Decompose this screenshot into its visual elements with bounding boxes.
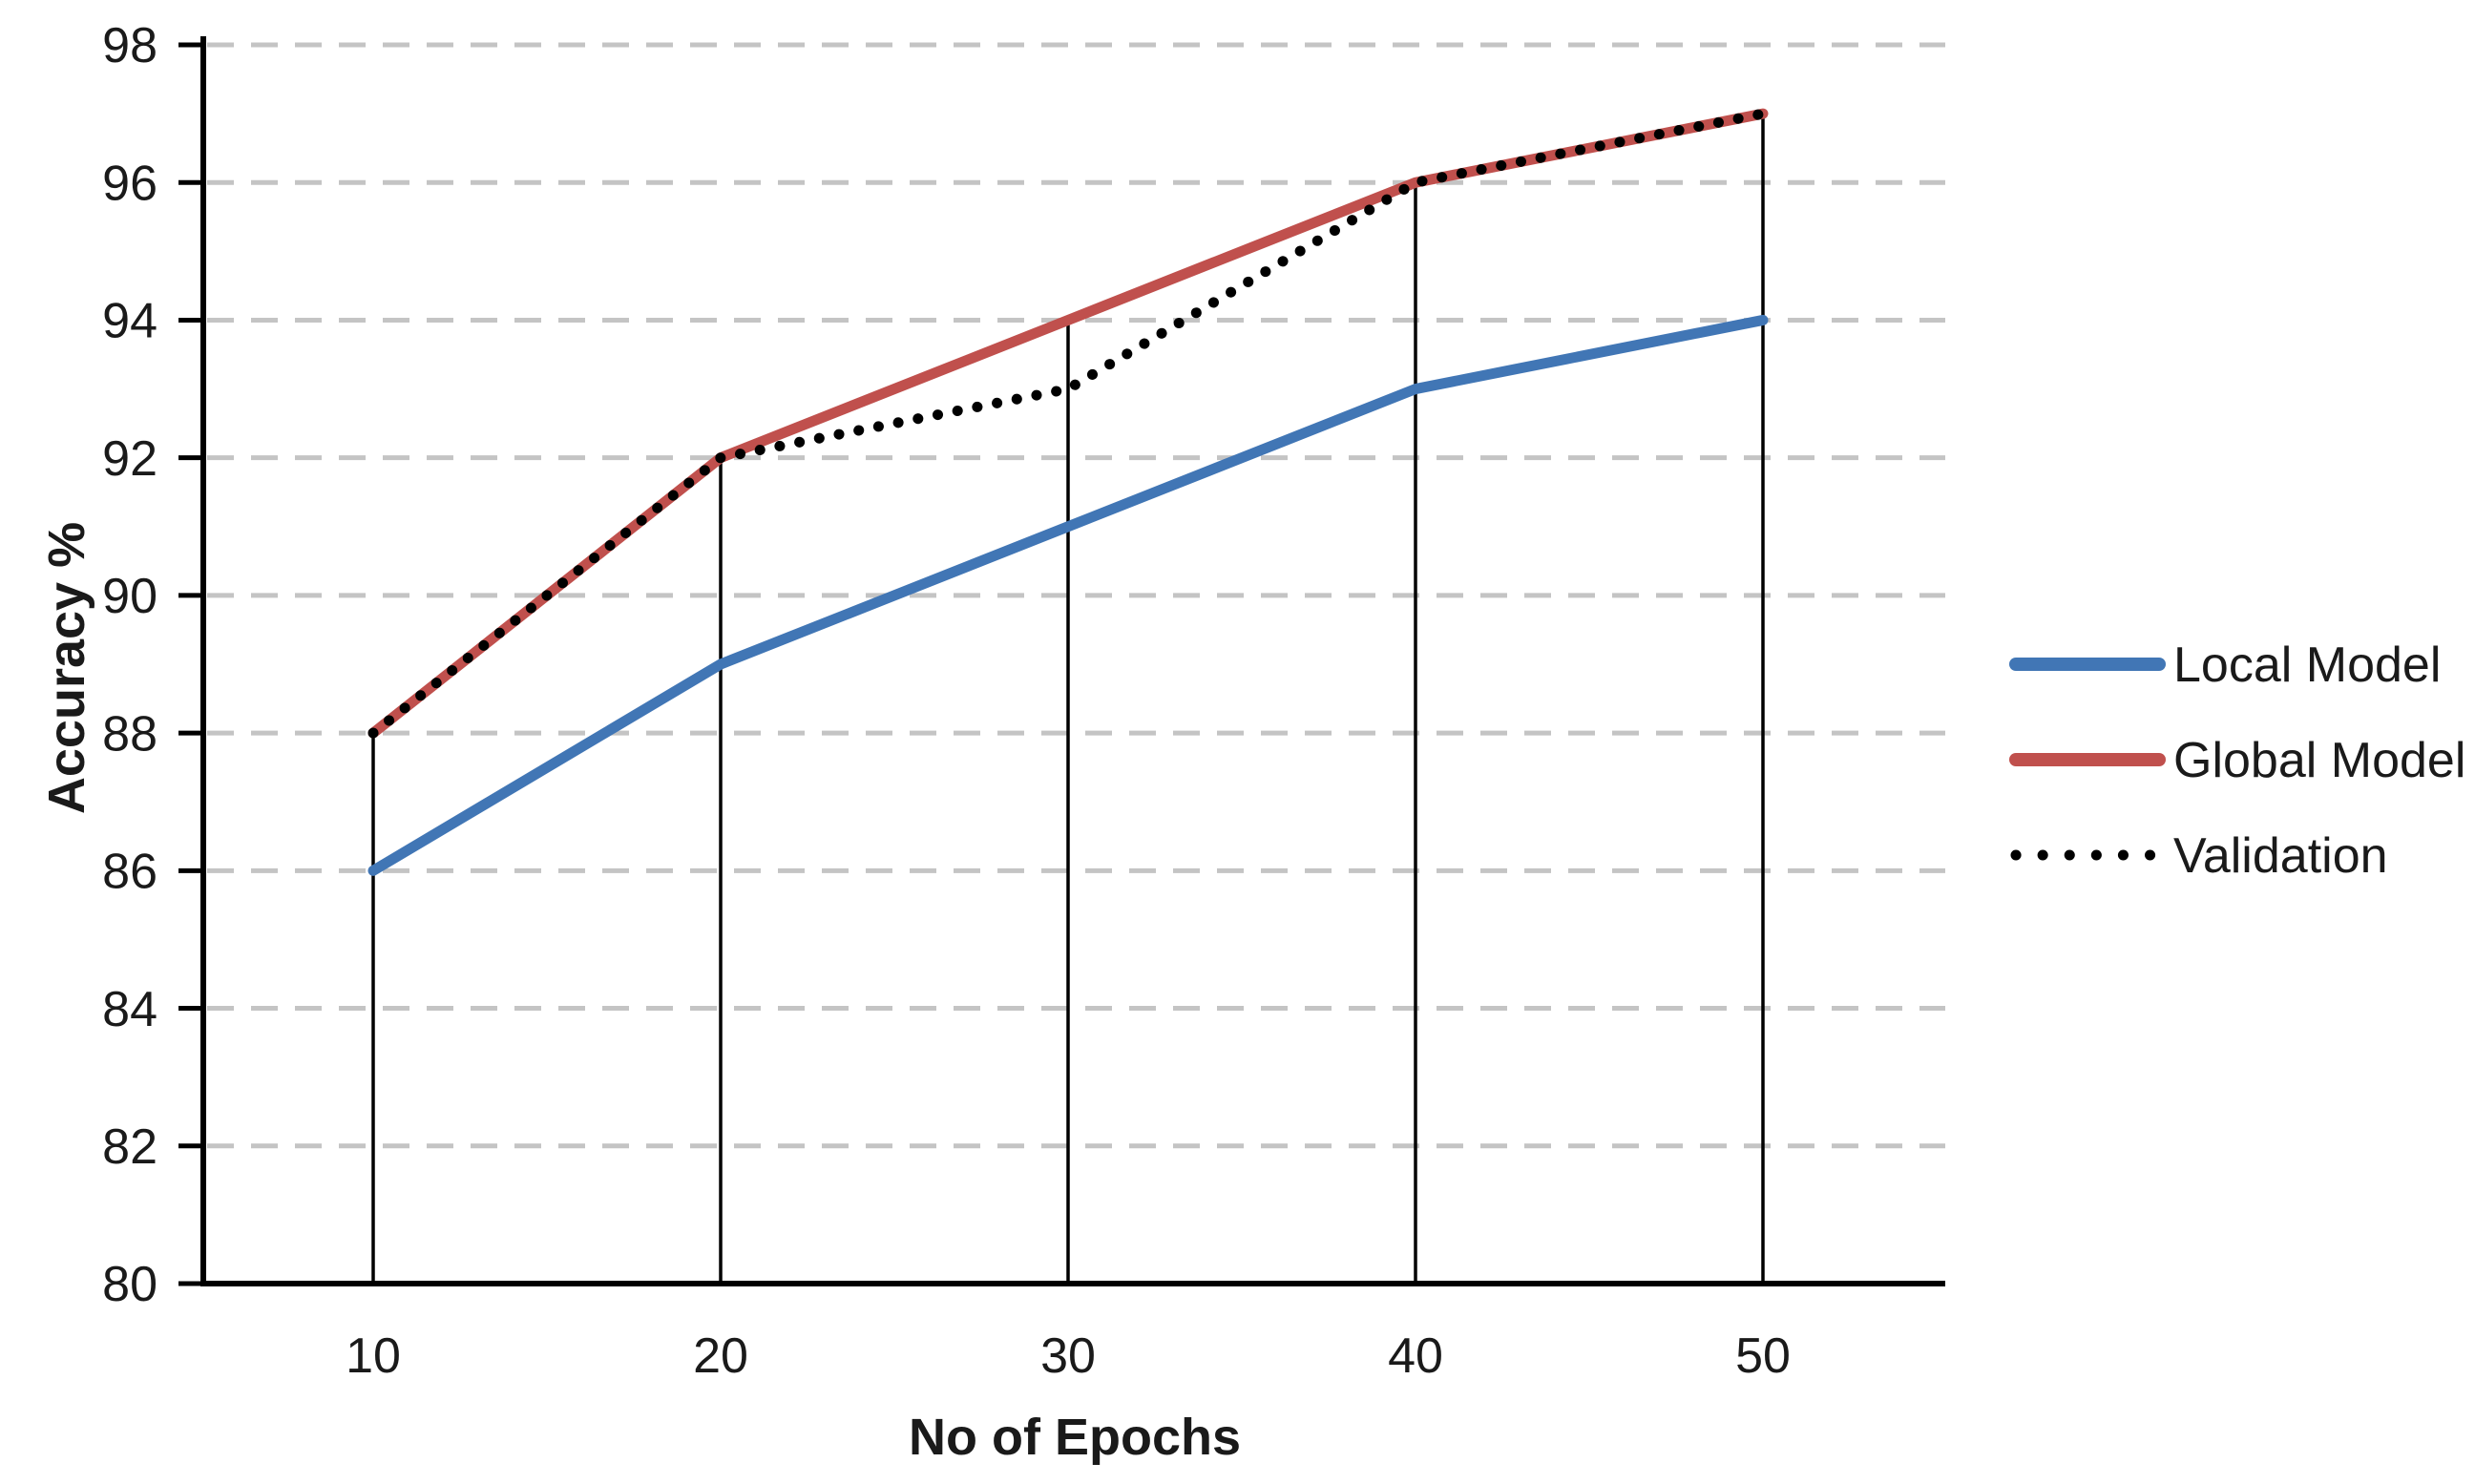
y-tick-label-98: 98 [102, 18, 157, 73]
gridlines-layer [207, 42, 1945, 1149]
x-tick-label-40: 40 [1388, 1328, 1443, 1384]
y-tick-label-92: 92 [102, 431, 157, 487]
legend-item-local-model: Local Model [2009, 637, 2441, 693]
series-global-model-line [367, 108, 1769, 739]
x-tick-label-20: 20 [693, 1328, 748, 1384]
y-tick-label-86: 86 [102, 845, 157, 900]
x-axis-title: No of Epochs [909, 1409, 1241, 1466]
tick-labels-layer: 80 82 84 86 88 90 92 94 96 98 10 20 30 40 50 [102, 18, 1791, 1384]
legend-label-global-model: Global Model [2173, 733, 2465, 788]
y-tick-label-96: 96 [102, 156, 157, 211]
axes-layer [178, 36, 1945, 1286]
x-tick-label-30: 30 [1040, 1328, 1096, 1384]
y-tick-label-88: 88 [102, 706, 157, 762]
y-tick-label-94: 94 [102, 294, 157, 349]
series-local-model-line [367, 314, 1769, 876]
series-layer [367, 108, 1769, 876]
legend-label-local-model: Local Model [2173, 637, 2441, 693]
legend-item-global-model: Global Model [2009, 733, 2465, 788]
y-tick-label-90: 90 [102, 569, 157, 624]
x-tick-label-50: 50 [1735, 1328, 1791, 1384]
y-tick-label-82: 82 [102, 1119, 157, 1175]
legend-label-validation: Validation [2173, 828, 2388, 884]
y-tick-label-84: 84 [102, 982, 157, 1037]
y-tick-label-80: 80 [102, 1257, 157, 1312]
legend-item-validation: Validation [2010, 828, 2388, 884]
drop-lines-layer [371, 114, 1765, 1284]
legend: Local Model Global Model Validation [2009, 637, 2465, 884]
y-axis-title: Accuracy % [38, 522, 95, 814]
x-tick-label-10: 10 [346, 1328, 401, 1384]
